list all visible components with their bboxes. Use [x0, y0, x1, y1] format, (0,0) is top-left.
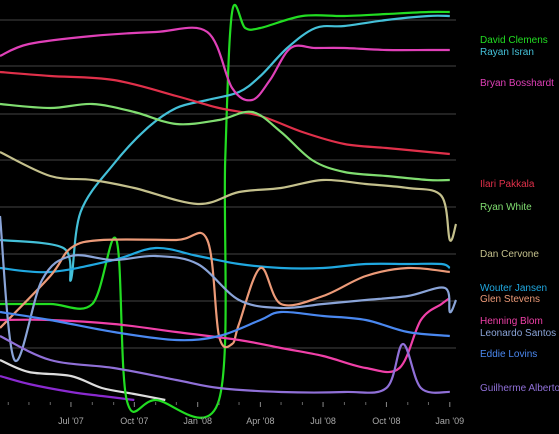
legend-label-henning-blom: Henning Blom [480, 316, 543, 327]
series-line-unlabeled-2 [0, 374, 135, 402]
series-line-bryan-bosshardt [0, 26, 450, 102]
x-axis: Jul '07 Oct '07 Jan '08 Apr '08 Jul '08 Oct '… [7, 402, 464, 426]
series-line-henning-blom [0, 297, 451, 374]
series-line-unlabeled-1 [0, 358, 166, 402]
series-line-rayan-isran [0, 14, 450, 282]
x-tick-label: Jul '08 [310, 416, 336, 426]
legend-label-ilari-pakkala: Ilari Pakkala [480, 179, 535, 190]
legend-label-eddie-lovins: Eddie Lovins [480, 349, 537, 360]
x-tick-label: Jul '07 [58, 416, 84, 426]
series-line-david-clemens [0, 3, 450, 419]
series-lines [0, 3, 458, 419]
series-line-ryan-white [0, 102, 450, 182]
x-tick-label: Apr '08 [246, 416, 274, 426]
series-line-eddie-lovins [0, 310, 450, 342]
legend-label-wouter-jansen: Wouter Jansen [480, 283, 547, 294]
series-line-wouter-jansen [0, 246, 451, 274]
legend-label-guilherme-alberto: Guilherme Alberto [480, 383, 559, 394]
series-line-dan-cervone [0, 151, 458, 242]
legend-label-bryan-bosshardt: Bryan Bosshardt [480, 78, 554, 89]
legend-label-rayan-isran: Rayan Isran [480, 47, 534, 58]
legend-label-dan-cervone: Dan Cervone [480, 249, 539, 260]
series-line-glen-stevens [0, 231, 450, 349]
legend-label-leonardo-santos: Leonardo Santos [480, 328, 556, 339]
legend-label-glen-stevens: Glen Stevens [480, 294, 540, 305]
series-line-leonardo-santos [0, 215, 458, 363]
legend-label-david-clemens: David Clemens [480, 35, 548, 46]
x-tick-label: Jan '09 [435, 416, 464, 426]
x-tick-label: Oct '08 [372, 416, 400, 426]
series-line-guilherme-alberto [0, 335, 450, 394]
x-tick-label: Oct '07 [120, 416, 148, 426]
legend-label-ryan-white: Ryan White [480, 202, 532, 213]
x-tick-label: Jan '08 [183, 416, 212, 426]
